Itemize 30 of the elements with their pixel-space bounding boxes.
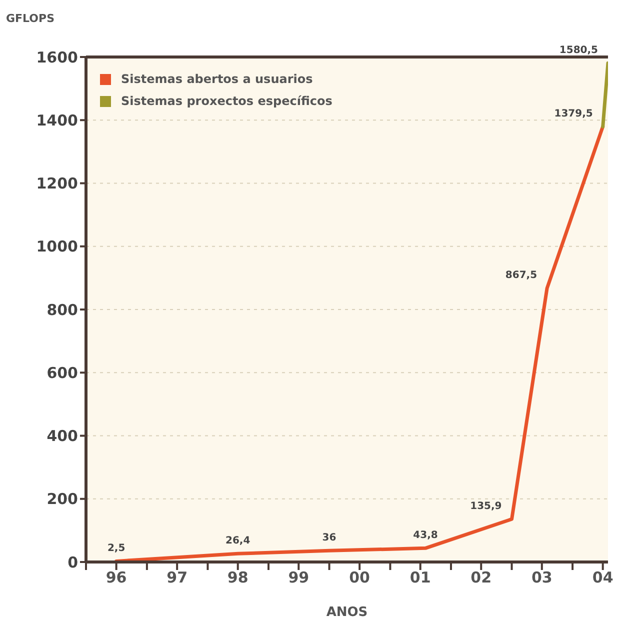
y-tick-label: 1400 bbox=[36, 111, 78, 130]
y-tick-label: 1200 bbox=[36, 174, 78, 193]
legend-label: Sistemas proxectos específicos bbox=[121, 94, 332, 108]
x-tick-label: 01 bbox=[410, 568, 431, 587]
legend-label: Sistemas abertos a usuarios bbox=[121, 72, 313, 86]
data-label: 43,8 bbox=[413, 530, 438, 542]
y-tick-label: 0 bbox=[68, 553, 78, 572]
data-label: 867,5 bbox=[505, 270, 538, 282]
x-tick-label: 00 bbox=[349, 568, 370, 587]
x-tick-label: 04 bbox=[592, 568, 614, 587]
x-tick-label: 96 bbox=[106, 568, 127, 587]
data-label: 26,4 bbox=[226, 536, 250, 547]
x-axis-title: ANOS bbox=[326, 605, 368, 620]
data-label: 135,9 bbox=[470, 501, 502, 512]
y-tick-label: 1600 bbox=[36, 48, 78, 66]
data-label: 36 bbox=[322, 532, 336, 544]
x-tick-label: 98 bbox=[227, 568, 248, 587]
x-tick-label: 03 bbox=[531, 568, 552, 587]
y-tick-label: 600 bbox=[46, 364, 78, 382]
y-tick-label: 800 bbox=[46, 300, 78, 319]
y-tick-label: 400 bbox=[46, 427, 78, 446]
y-tick-label: 200 bbox=[46, 490, 78, 508]
x-tick-label: 02 bbox=[470, 568, 492, 587]
y-axis-title: GFLOPS bbox=[6, 12, 54, 25]
y-tick-label: 1000 bbox=[36, 238, 78, 256]
data-label: 1580,5 bbox=[559, 45, 598, 56]
x-tick-label: 97 bbox=[166, 568, 188, 587]
data-label: 1379,5 bbox=[554, 108, 593, 120]
x-tick-label: 99 bbox=[288, 568, 310, 587]
data-label: 2,5 bbox=[107, 543, 126, 554]
